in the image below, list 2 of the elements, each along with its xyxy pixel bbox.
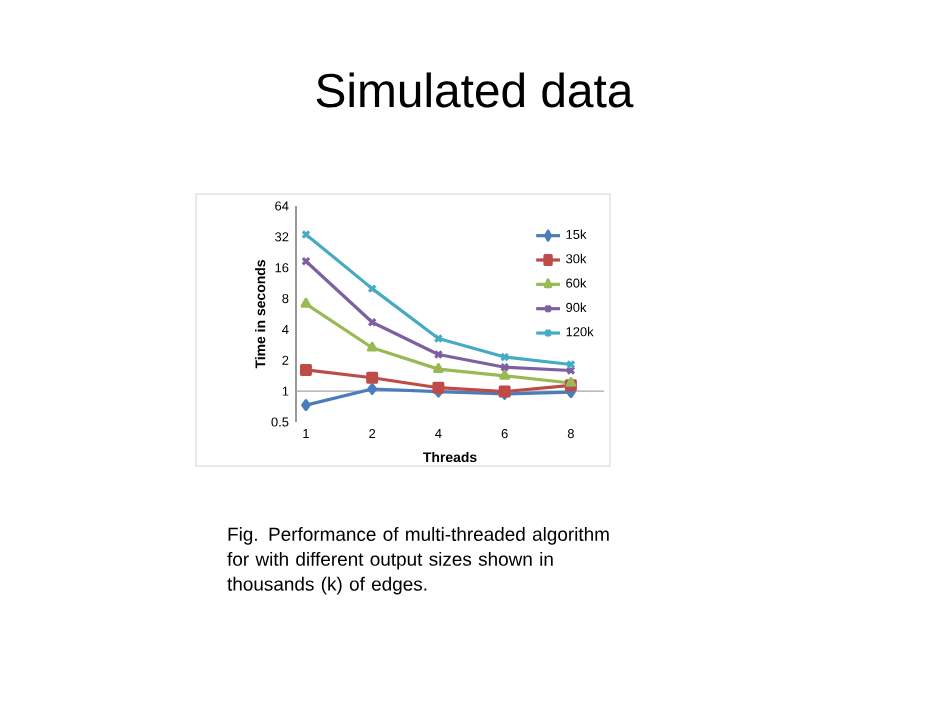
- text: Fig. Performance of multi-threaded algorithm for with different output sizes shown in thousands (k) of edges.: [227, 527, 609, 595]
- chart-title: Simulated data: [316, 72, 634, 108]
